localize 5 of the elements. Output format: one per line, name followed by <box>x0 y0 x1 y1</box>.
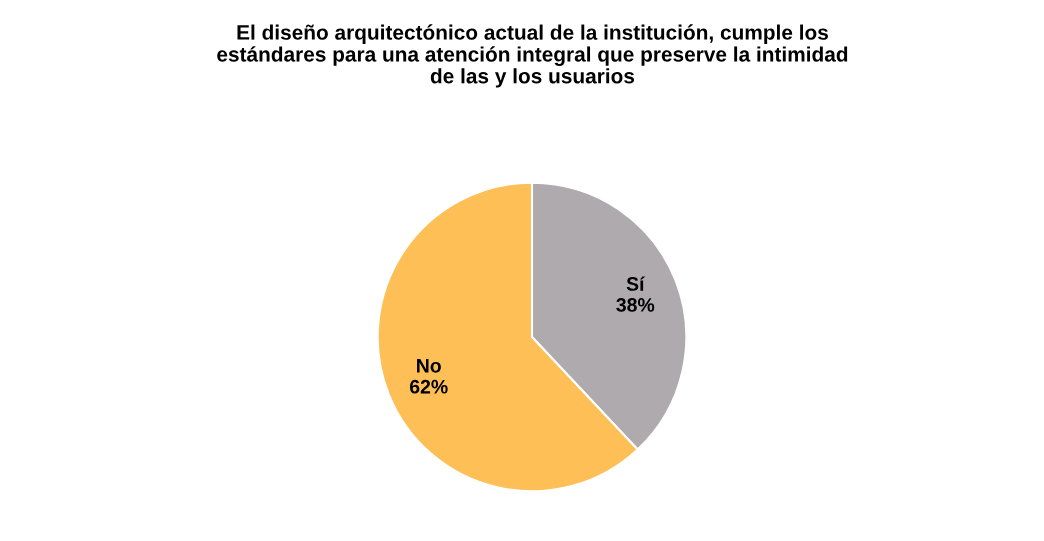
slice-label: Sí <box>626 276 645 291</box>
data-label: 62% <box>409 379 448 394</box>
chart-title: El diseño arquitectónico actual de la institución, cumple los estándares para una atención integral que preserve la intimidad de las y los usuarios <box>217 24 848 88</box>
slice-label: No <box>417 359 441 373</box>
data-label: 38% <box>616 298 655 312</box>
